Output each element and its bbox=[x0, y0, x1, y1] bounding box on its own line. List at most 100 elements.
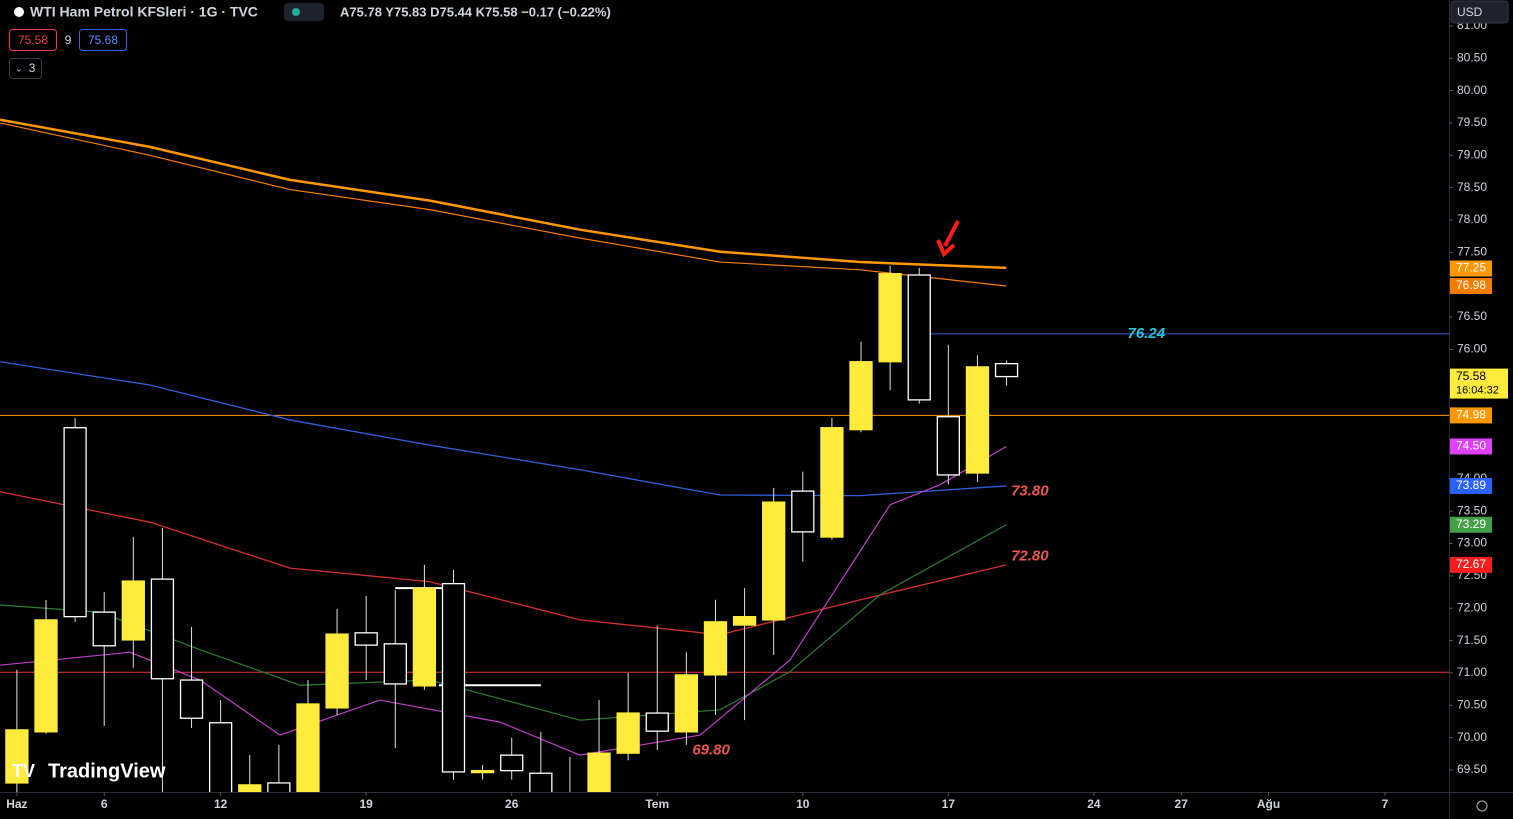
candle-body bbox=[63, 427, 87, 618]
overlay: WTI Ham Petrol KFSleri · 1G · TVC A75.78… bbox=[9, 0, 1509, 812]
candle-body bbox=[92, 611, 116, 647]
y-tick-label: 71.50 bbox=[1457, 633, 1487, 647]
x-tick-label: 26 bbox=[505, 797, 519, 811]
candle-body bbox=[936, 416, 960, 476]
price-badge-label: 72.67 bbox=[1456, 557, 1486, 571]
price-badge-label: 73.89 bbox=[1456, 478, 1486, 492]
sell-price: 75.58 bbox=[18, 33, 48, 47]
brand: TradingView bbox=[48, 760, 166, 782]
y-tick-label: 72.00 bbox=[1457, 600, 1487, 614]
y-tick-label: 76.00 bbox=[1457, 342, 1487, 356]
y-tick-label: 73.00 bbox=[1457, 536, 1487, 550]
brand-logo: TV bbox=[12, 761, 35, 781]
y-tick-label: 78.50 bbox=[1457, 180, 1487, 194]
moving-average bbox=[0, 118, 1007, 270]
price-badge-label: 77.25 bbox=[1456, 261, 1486, 275]
candle-body bbox=[500, 754, 524, 772]
x-tick-label: 27 bbox=[1175, 797, 1189, 811]
y-tick-label: 79.50 bbox=[1457, 115, 1487, 129]
price-badge bbox=[1450, 438, 1492, 455]
candle-body bbox=[441, 582, 466, 773]
moving-average bbox=[0, 445, 1007, 756]
countdown: 16:04:32 bbox=[1456, 384, 1499, 396]
level-label: 72.80 bbox=[1011, 547, 1049, 564]
price-badge-label: 75.58 bbox=[1456, 369, 1486, 383]
candle-body bbox=[208, 722, 233, 792]
y-tick-label: 70.50 bbox=[1457, 697, 1487, 711]
price-badge bbox=[1450, 407, 1492, 424]
candle-body bbox=[529, 772, 553, 792]
candle-body bbox=[907, 274, 931, 401]
x-tick-label: 6 bbox=[101, 797, 108, 811]
currency-select[interactable] bbox=[1450, 0, 1509, 24]
candle-body bbox=[34, 619, 58, 733]
candle-body bbox=[645, 712, 669, 732]
price-badge-label: 73.29 bbox=[1456, 517, 1486, 531]
arrow bbox=[936, 220, 960, 258]
candle-body bbox=[267, 782, 291, 792]
candle-body bbox=[121, 580, 145, 641]
buy-button[interactable] bbox=[79, 29, 127, 51]
moving-average bbox=[0, 524, 1007, 721]
y-tick-label: 77.50 bbox=[1457, 245, 1487, 259]
price-badge-label: 74.98 bbox=[1456, 408, 1486, 422]
y-tick-label: 79.00 bbox=[1457, 147, 1487, 161]
y-tick-label: 76.50 bbox=[1457, 309, 1487, 323]
candle-body bbox=[616, 712, 640, 754]
candle-body bbox=[238, 784, 262, 792]
ohlc: A75.78 Y75.83 D75.44 K75.58 −0.17 (−0.22… bbox=[340, 4, 611, 19]
level-label: 73.80 bbox=[1011, 483, 1049, 500]
x-tick-label: 17 bbox=[942, 797, 956, 811]
candle-body bbox=[732, 615, 757, 626]
y-tick-label: 71.00 bbox=[1457, 665, 1487, 679]
spread: 9 bbox=[65, 33, 72, 47]
moving-average bbox=[0, 491, 1007, 636]
x-tick-label: Tem bbox=[645, 797, 669, 811]
candle-body bbox=[383, 643, 407, 685]
level-label: 69.80 bbox=[692, 742, 730, 759]
sell-button[interactable] bbox=[9, 29, 57, 51]
candle-body bbox=[674, 674, 699, 733]
y-tick-label: 80.50 bbox=[1457, 50, 1487, 64]
y-tick-label: 80.00 bbox=[1457, 83, 1487, 97]
candle-body bbox=[179, 679, 204, 719]
collapse-count: 3 bbox=[29, 61, 36, 75]
currency: USD bbox=[1457, 5, 1483, 19]
candle-body bbox=[762, 501, 786, 621]
y-tick-label: 69.50 bbox=[1457, 762, 1487, 776]
status-dot bbox=[292, 8, 300, 16]
candle-body bbox=[878, 273, 902, 363]
status bbox=[284, 3, 324, 21]
x-tick-label: 10 bbox=[796, 797, 810, 811]
candle-body bbox=[354, 632, 378, 646]
moving-average bbox=[0, 122, 1007, 287]
x-tick-label: Haz bbox=[6, 797, 27, 811]
candle-body bbox=[994, 362, 1019, 378]
candle-body bbox=[820, 427, 844, 538]
candle-body bbox=[296, 703, 320, 792]
candle-body bbox=[587, 752, 611, 792]
candle-body bbox=[325, 633, 349, 709]
x-tick-label: 19 bbox=[359, 797, 373, 811]
y-tick-label: 73.50 bbox=[1457, 503, 1487, 517]
price-badge-label: 76.98 bbox=[1456, 278, 1486, 292]
price-badge bbox=[1450, 477, 1492, 494]
buy-price: 75.68 bbox=[88, 33, 118, 47]
candle-body bbox=[703, 621, 728, 676]
chevron: ⌄ bbox=[15, 63, 23, 73]
candle-body bbox=[470, 769, 495, 774]
price-badge-label: 74.50 bbox=[1456, 439, 1486, 453]
title: WTI Ham Petrol KFSleri · 1G · TVC bbox=[30, 4, 258, 20]
price-badge bbox=[1450, 278, 1492, 294]
candle-body bbox=[965, 366, 990, 474]
y-tick-label: 70.00 bbox=[1457, 730, 1487, 744]
collapse-button[interactable] bbox=[9, 58, 42, 79]
plot bbox=[0, 118, 1449, 792]
price-badge bbox=[1450, 368, 1508, 399]
level-label: 76.24 bbox=[1128, 325, 1166, 342]
x-tick-label: 7 bbox=[1382, 797, 1389, 811]
candle-body bbox=[5, 729, 29, 784]
settings[interactable] bbox=[1476, 800, 1488, 812]
